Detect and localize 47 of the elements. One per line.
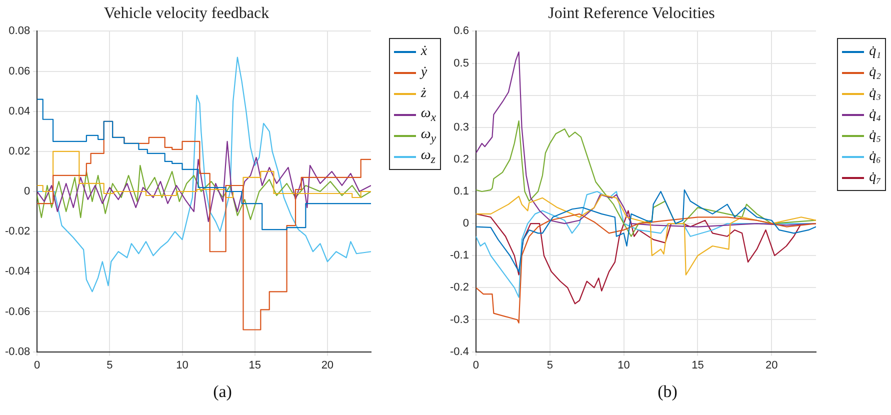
y-tick-label: 0.02 (8, 145, 30, 158)
x-tick-label: 15 (248, 359, 261, 372)
legend-label: q̇₇ (869, 170, 881, 186)
y-tick-label: 0.04 (8, 105, 30, 118)
legend-label: q̇₄ (869, 106, 881, 122)
x-tick-label: 10 (176, 359, 188, 372)
legend-label: ż (420, 86, 426, 102)
chart-title: Vehicle velocity feedback (104, 4, 270, 22)
y-tick-label: 0 (24, 186, 30, 198)
y-tick-label: -0.3 (450, 314, 469, 326)
text: (a) (212, 382, 233, 402)
legend-label: ẏ (420, 64, 428, 80)
y-tick-label: 0.1 (454, 186, 469, 198)
y-tick-label: -0.08 (4, 346, 30, 358)
x-tick-label: 20 (766, 359, 778, 372)
text: (b) (656, 382, 678, 402)
y-tick-label: -0.1 (450, 250, 469, 262)
legend-label: ω$_{y}$ (420, 126, 436, 144)
x-tick-label: 5 (106, 359, 113, 372)
legend-label: ω$_{x}$ (420, 106, 436, 124)
y-tick-label: -0.2 (450, 282, 469, 294)
legend-label: q̇₂ (869, 64, 881, 80)
y-tick-label: 0 (462, 218, 469, 230)
legend-label: q̇₁ (869, 44, 881, 60)
x-tick-label: 10 (618, 359, 630, 372)
x-tick-label: 20 (321, 359, 334, 372)
y-tick-label: 0.4 (454, 89, 469, 102)
y-tick-label: 0.06 (8, 65, 30, 78)
y-tick-label: 0.2 (454, 153, 469, 166)
legend-label: q̇₆ (869, 148, 881, 164)
legend-label: q̇₅ (869, 128, 881, 144)
legend-label: q̇₃ (869, 86, 881, 102)
y-tick-label: -0.06 (4, 306, 30, 318)
y-tick-label: 0.3 (454, 121, 469, 134)
y-tick-label: 0.5 (454, 57, 469, 70)
y-tick-label: 0.08 (8, 25, 30, 38)
x-tick-label: 0 (34, 359, 40, 372)
legend-label: ẋ (420, 44, 428, 60)
y-tick-label: -0.02 (4, 226, 30, 238)
x-tick-label: 0 (472, 359, 480, 372)
y-tick-label: -0.4 (450, 346, 469, 358)
chart-title: Joint Reference Velocities (548, 4, 715, 22)
y-tick-label: -0.04 (4, 266, 30, 278)
x-tick-label: 5 (546, 359, 553, 372)
x-tick-label: 15 (692, 359, 704, 372)
y-tick-label: 0.6 (454, 25, 469, 38)
legend-label: ω$_{z}$ (420, 148, 436, 166)
